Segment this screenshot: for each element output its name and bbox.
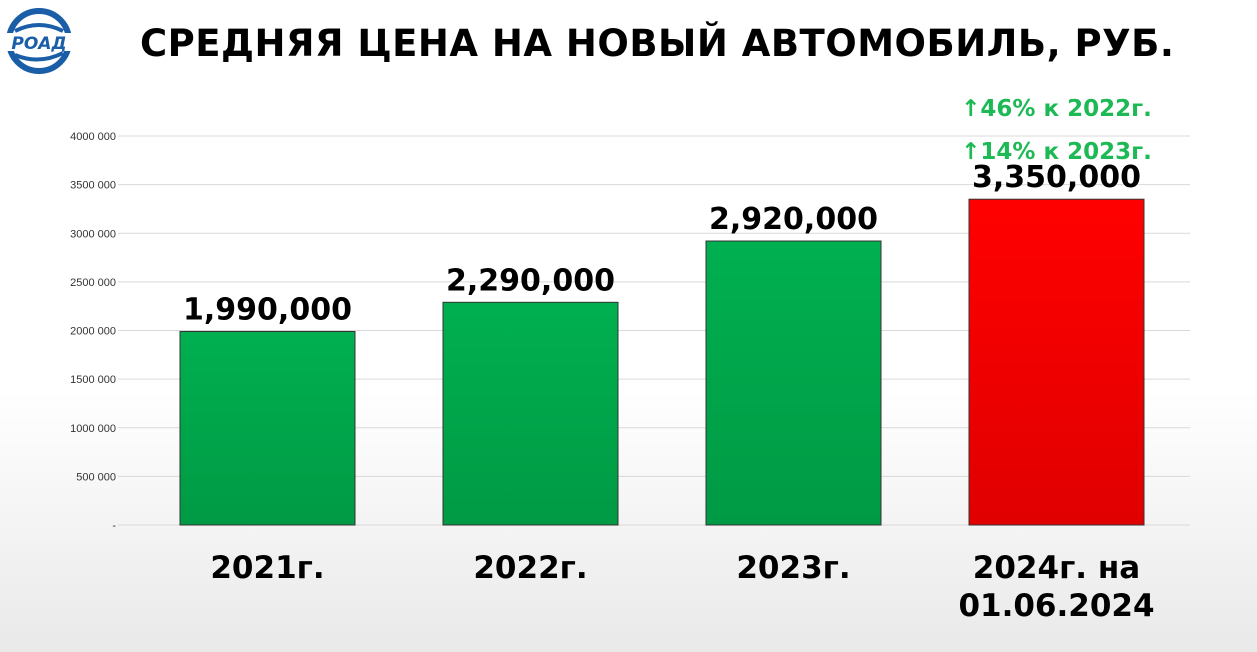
growth-annotation: ↑14% к 2023г. [961, 139, 1152, 165]
y-tick-label: 4000 000 [70, 131, 116, 143]
growth-annotation: ↑46% к 2022г. [961, 96, 1152, 122]
data-label: 2,920,000 [709, 202, 878, 237]
y-tick-label: 1000 000 [70, 423, 116, 435]
x-tick-label: 01.06.2024 [958, 588, 1154, 624]
logo-text: РОАД [11, 34, 66, 54]
y-tick-label: - [112, 520, 116, 532]
x-tick-label: 2024г. на [973, 550, 1140, 586]
bar [442, 301, 619, 526]
y-tick-label: 500 000 [76, 471, 116, 483]
x-tick-label: 2021г. [210, 550, 324, 586]
chart-title: СРЕДНЯЯ ЦЕНА НА НОВЫЙ АВТОМОБИЛЬ, РУБ. [140, 22, 1175, 65]
y-tick-label: 3000 000 [70, 228, 116, 240]
data-label: 3,350,000 [972, 160, 1141, 195]
y-tick-label: 2000 000 [70, 326, 116, 338]
road-logo: РОАД [5, 8, 73, 74]
y-tick-label: 1500 000 [70, 374, 116, 386]
data-label: 1,990,000 [183, 292, 352, 327]
x-tick-label: 2023г. [736, 550, 850, 586]
bar [705, 240, 882, 526]
y-tick-label: 2500 000 [70, 277, 116, 289]
y-tick-label: 3500 000 [70, 180, 116, 192]
data-label: 2,290,000 [446, 263, 615, 298]
x-tick-label: 2022г. [473, 550, 587, 586]
bar [968, 198, 1145, 526]
bar [179, 330, 356, 526]
